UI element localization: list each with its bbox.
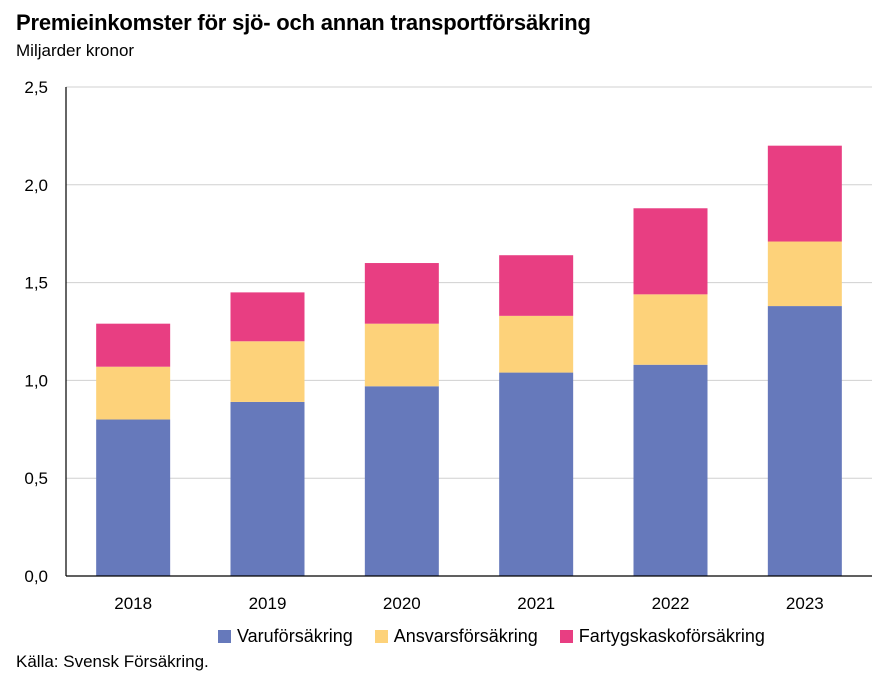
legend-swatch — [218, 630, 231, 643]
bar-fartygskaskoförsäkring-2023 — [767, 145, 842, 242]
bar-varuförsäkring-2019 — [230, 401, 305, 576]
x-tick-label: 2019 — [249, 594, 287, 613]
legend-item: Fartygskaskoförsäkring — [559, 626, 765, 647]
bar-fartygskaskoförsäkring-2021 — [499, 255, 574, 316]
bar-ansvarsförsäkring-2020 — [364, 323, 439, 387]
bar-ansvarsförsäkring-2021 — [499, 315, 574, 373]
x-tick-label: 2021 — [517, 594, 555, 613]
x-tick-label: 2022 — [652, 594, 690, 613]
source-note: Källa: Svensk Försäkring. — [16, 652, 209, 671]
chart-title: Premieinkomster för sjö- och annan trans… — [16, 10, 591, 35]
bar-ansvarsförsäkring-2022 — [633, 294, 708, 365]
legend-label: Ansvarsförsäkring — [393, 626, 538, 646]
bar-varuförsäkring-2022 — [633, 364, 708, 576]
legend-item: Varuförsäkring — [218, 626, 353, 647]
legend-label: Fartygskaskoförsäkring — [578, 626, 765, 646]
bar-fartygskaskoförsäkring-2018 — [96, 323, 171, 367]
bar-varuförsäkring-2021 — [499, 372, 574, 576]
y-tick-label: 1,0 — [24, 371, 48, 390]
legend-item: Ansvarsförsäkring — [374, 626, 538, 647]
bar-ansvarsförsäkring-2019 — [230, 341, 305, 402]
x-tick-label: 2018 — [114, 594, 152, 613]
y-tick-label: 1,5 — [24, 274, 48, 293]
bar-fartygskaskoförsäkring-2020 — [364, 263, 439, 324]
bar-varuförsäkring-2020 — [364, 386, 439, 576]
bar-ansvarsförsäkring-2023 — [767, 241, 842, 307]
x-tick-label: 2023 — [786, 594, 824, 613]
bar-fartygskaskoförsäkring-2022 — [633, 208, 708, 295]
legend-swatch — [559, 630, 573, 643]
bar-varuförsäkring-2023 — [767, 306, 842, 576]
legend: Varuförsäkring Ansvarsförsäkring Fartygska… — [218, 626, 765, 647]
y-tick-label: 2,5 — [24, 78, 48, 97]
legend-swatch — [374, 630, 388, 643]
bar-fartygskaskoförsäkring-2019 — [230, 292, 305, 342]
x-tick-label: 2020 — [383, 594, 421, 613]
y-tick-label: 2,0 — [24, 176, 48, 195]
y-tick-label: 0,0 — [24, 567, 48, 586]
legend-label: Varuförsäkring — [237, 626, 353, 646]
bar-ansvarsförsäkring-2018 — [96, 366, 171, 420]
y-tick-label: 0,5 — [24, 469, 48, 488]
bar-varuförsäkring-2018 — [96, 419, 171, 576]
chart-subtitle: Miljarder kronor — [16, 41, 135, 60]
